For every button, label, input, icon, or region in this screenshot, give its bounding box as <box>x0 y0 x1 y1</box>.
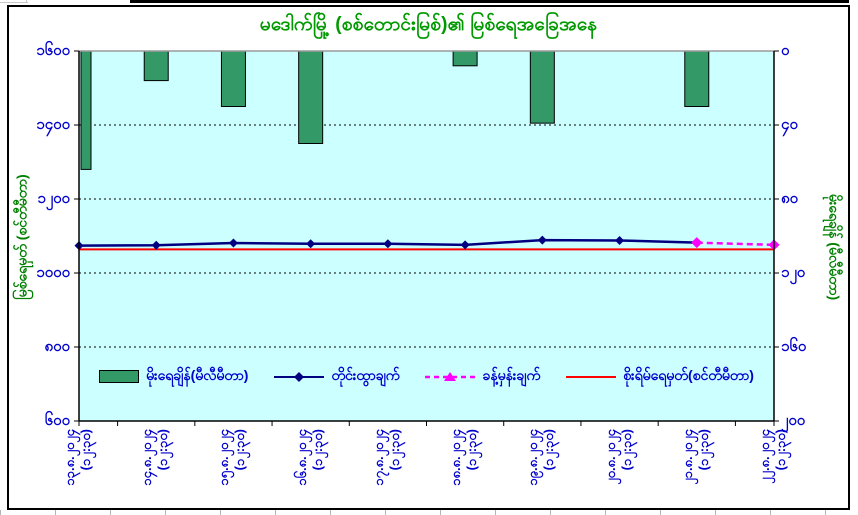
y-left-tick-label: ၆၀၀ <box>44 412 70 429</box>
x-label-date: ၁၈.၈.၂၀၂၄ <box>448 429 464 486</box>
legend-label-forecast: ခန့်မှန်းချက် <box>482 367 541 383</box>
danger-legend-swatch-glyph <box>566 375 617 378</box>
legend-item-measured: တိုင်းထွာချက် <box>274 366 399 387</box>
legend-item-danger: စိုးရိမ်ရေမှတ်(စင်တီမီတာ) <box>566 366 754 387</box>
x-axis-label: ၁၃.၈.၂၀၂၄ (၁၂:၃၀) <box>62 429 94 505</box>
right-axis-title: မိုးရေချိန် (မီလီမီတာ) <box>826 193 843 301</box>
x-label-date: ၂၂.၈.၂၀၂၄ <box>757 429 772 484</box>
y-left-tick-label: ၁၀၀၀ <box>36 264 70 281</box>
excel-cell-border-artifact <box>0 510 858 515</box>
rainfall-legend-swatch <box>99 370 140 383</box>
legend-label-danger: စိုးရိမ်ရေမှတ်(စင်တီမီတာ) <box>623 367 754 383</box>
x-label-time: (၁၂:၃၀) <box>695 429 711 471</box>
x-label-time: (၁၂:၃၀) <box>541 429 557 471</box>
top-border-artifact <box>130 0 849 3</box>
x-label-date: ၁၄.၈.၂၀၂၄ <box>139 429 155 486</box>
x-label-date: ၁၅.၈.၂၀၂၄ <box>216 429 232 486</box>
x-label-time: (၁၂:၃၀) <box>232 429 248 471</box>
x-label-date: ၁၇.၈.၂၀၂၄ <box>370 429 386 486</box>
x-label-time: (၁၂:၃၀) <box>309 429 325 471</box>
legend-item-rainfall: မိုးရေချိန်(မီလီမီတာ) <box>99 366 248 387</box>
x-axis-label: ၂၀.၈.၂၀၂၄ (၁၂:၃၀) <box>603 429 635 505</box>
x-label-time: (၁၂:၃၀) <box>773 429 788 471</box>
excel-gridline-artifact <box>26 0 27 3</box>
x-label-time: (၁၂:၃၀) <box>155 429 171 471</box>
x-label-date: ၂၁.၈.၂၀၂၄ <box>679 429 695 485</box>
y-right-tick-label: ၄၀ <box>781 116 798 133</box>
x-label-date: ၂၀.၈.၂၀၂၄ <box>602 429 618 485</box>
y-right-tick-label: ၁၆၀ <box>781 338 807 355</box>
x-axis-label: ၁၇.၈.၂၀၂၄ (၁၂:၃၀) <box>371 429 403 505</box>
forecast-legend-swatch-glyph <box>425 371 476 381</box>
y-right-tick-label: ၈၀ <box>781 190 799 207</box>
measured-legend-swatch-glyph <box>274 371 325 382</box>
x-label-date: ၁၆.၈.၂၀၂၄ <box>293 429 309 486</box>
x-axis-label: ၁၅.၈.၂၀၂၄ (၁၂:၃၀) <box>216 429 248 505</box>
y-left-tick-label: ၁၆၀၀ <box>36 42 70 59</box>
x-axis-label: ၁၈.၈.၂၀၂၄ (၁၂:၃၀) <box>448 429 480 505</box>
y-right-tick-label: ၀ <box>781 42 790 59</box>
x-axis-label: ၁၉.၈.၂၀၂၄ (၁၂:၃၀) <box>525 429 557 505</box>
x-axis-label: ၁၄.၈.၂၀၂၄ (၁၂:၃၀) <box>139 429 171 505</box>
chart-frame <box>7 5 850 510</box>
x-axis-label: ၁၆.၈.၂၀၂၄ (၁၂:၃၀) <box>294 429 326 505</box>
legend: မိုးရေချိန်(မီလီမီတာ) တိုင်းထွာချက် ခန့်… <box>79 366 774 387</box>
y-right-tick-label: ၂၀၀ <box>781 412 806 429</box>
x-label-time: (၁၂:၃၀) <box>78 429 93 471</box>
y-left-tick-label: ၈၀၀ <box>44 338 70 355</box>
excel-gridline-artifact <box>0 2 28 3</box>
x-label-time: (၁၂:၃၀) <box>618 429 634 471</box>
x-label-date: ၁၉.၈.၂၀၂၄ <box>525 429 541 486</box>
y-right-tick-label: ၁၂၀ <box>781 264 806 281</box>
y-left-tick-label: ၁၂၀၀ <box>37 190 70 207</box>
x-label-time: (၁၂:၃၀) <box>464 429 480 471</box>
legend-item-forecast: ခန့်မှန်းချက် <box>425 366 540 387</box>
x-axis-label: ၂၁.၈.၂၀၂၄ (၁၂:၃၀) <box>680 429 712 505</box>
x-axis-label: ၂၂.၈.၂၀၂၄ (၁၂:၃၀) <box>757 429 789 505</box>
forecast-legend-swatch <box>425 370 476 384</box>
measured-legend-swatch <box>274 370 325 384</box>
legend-label-measured: တိုင်းထွာချက် <box>331 367 400 383</box>
legend-label-rainfall: မိုးရေချိန်(မီလီမီတာ) <box>146 367 249 383</box>
x-label-time: (၁၂:၃၀) <box>386 429 402 471</box>
x-label-date: ၁၃.၈.၂၀၂၄ <box>62 429 77 486</box>
chart-title: မဒေါက်မြို့ (စစ်တောင်းမြစ်)၏ မြစ်ရေအခြေအ… <box>259 14 598 35</box>
danger-legend-swatch <box>566 370 617 384</box>
y-left-tick-label: ၁၄၀၀ <box>36 116 70 133</box>
